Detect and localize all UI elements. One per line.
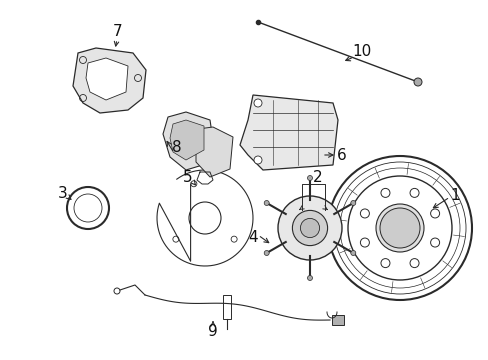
Circle shape xyxy=(307,275,312,280)
Polygon shape xyxy=(163,112,213,170)
Circle shape xyxy=(380,258,389,267)
Bar xyxy=(223,295,230,319)
Circle shape xyxy=(264,201,269,206)
Text: 7: 7 xyxy=(113,24,122,40)
Text: 3: 3 xyxy=(58,185,68,201)
Circle shape xyxy=(278,196,341,260)
Circle shape xyxy=(292,210,327,246)
Circle shape xyxy=(430,238,439,247)
Text: 4: 4 xyxy=(248,230,257,246)
Circle shape xyxy=(409,258,418,267)
Circle shape xyxy=(307,175,312,180)
Polygon shape xyxy=(73,48,146,113)
Text: 1: 1 xyxy=(449,188,459,202)
Text: 8: 8 xyxy=(172,140,182,156)
Polygon shape xyxy=(86,58,128,100)
Text: 9: 9 xyxy=(208,324,218,339)
Polygon shape xyxy=(196,127,232,177)
Circle shape xyxy=(264,251,269,256)
Circle shape xyxy=(430,209,439,218)
Circle shape xyxy=(409,188,418,197)
Circle shape xyxy=(350,201,355,206)
Circle shape xyxy=(253,99,262,107)
Polygon shape xyxy=(240,95,337,170)
Circle shape xyxy=(253,156,262,164)
Text: 10: 10 xyxy=(352,45,371,59)
Circle shape xyxy=(380,188,389,197)
Circle shape xyxy=(379,208,419,248)
Bar xyxy=(331,315,343,325)
Text: 5: 5 xyxy=(183,171,192,185)
Circle shape xyxy=(360,209,368,218)
Text: 6: 6 xyxy=(336,148,346,162)
Text: 2: 2 xyxy=(312,171,322,185)
Circle shape xyxy=(413,78,421,86)
Polygon shape xyxy=(170,120,203,160)
Circle shape xyxy=(360,238,368,247)
Circle shape xyxy=(375,204,423,252)
Circle shape xyxy=(300,219,319,238)
Circle shape xyxy=(350,251,355,256)
